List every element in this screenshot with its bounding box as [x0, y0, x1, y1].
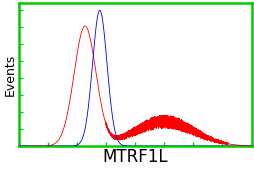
- Y-axis label: Events: Events: [4, 54, 17, 96]
- X-axis label: MTRF1L: MTRF1L: [102, 148, 168, 165]
